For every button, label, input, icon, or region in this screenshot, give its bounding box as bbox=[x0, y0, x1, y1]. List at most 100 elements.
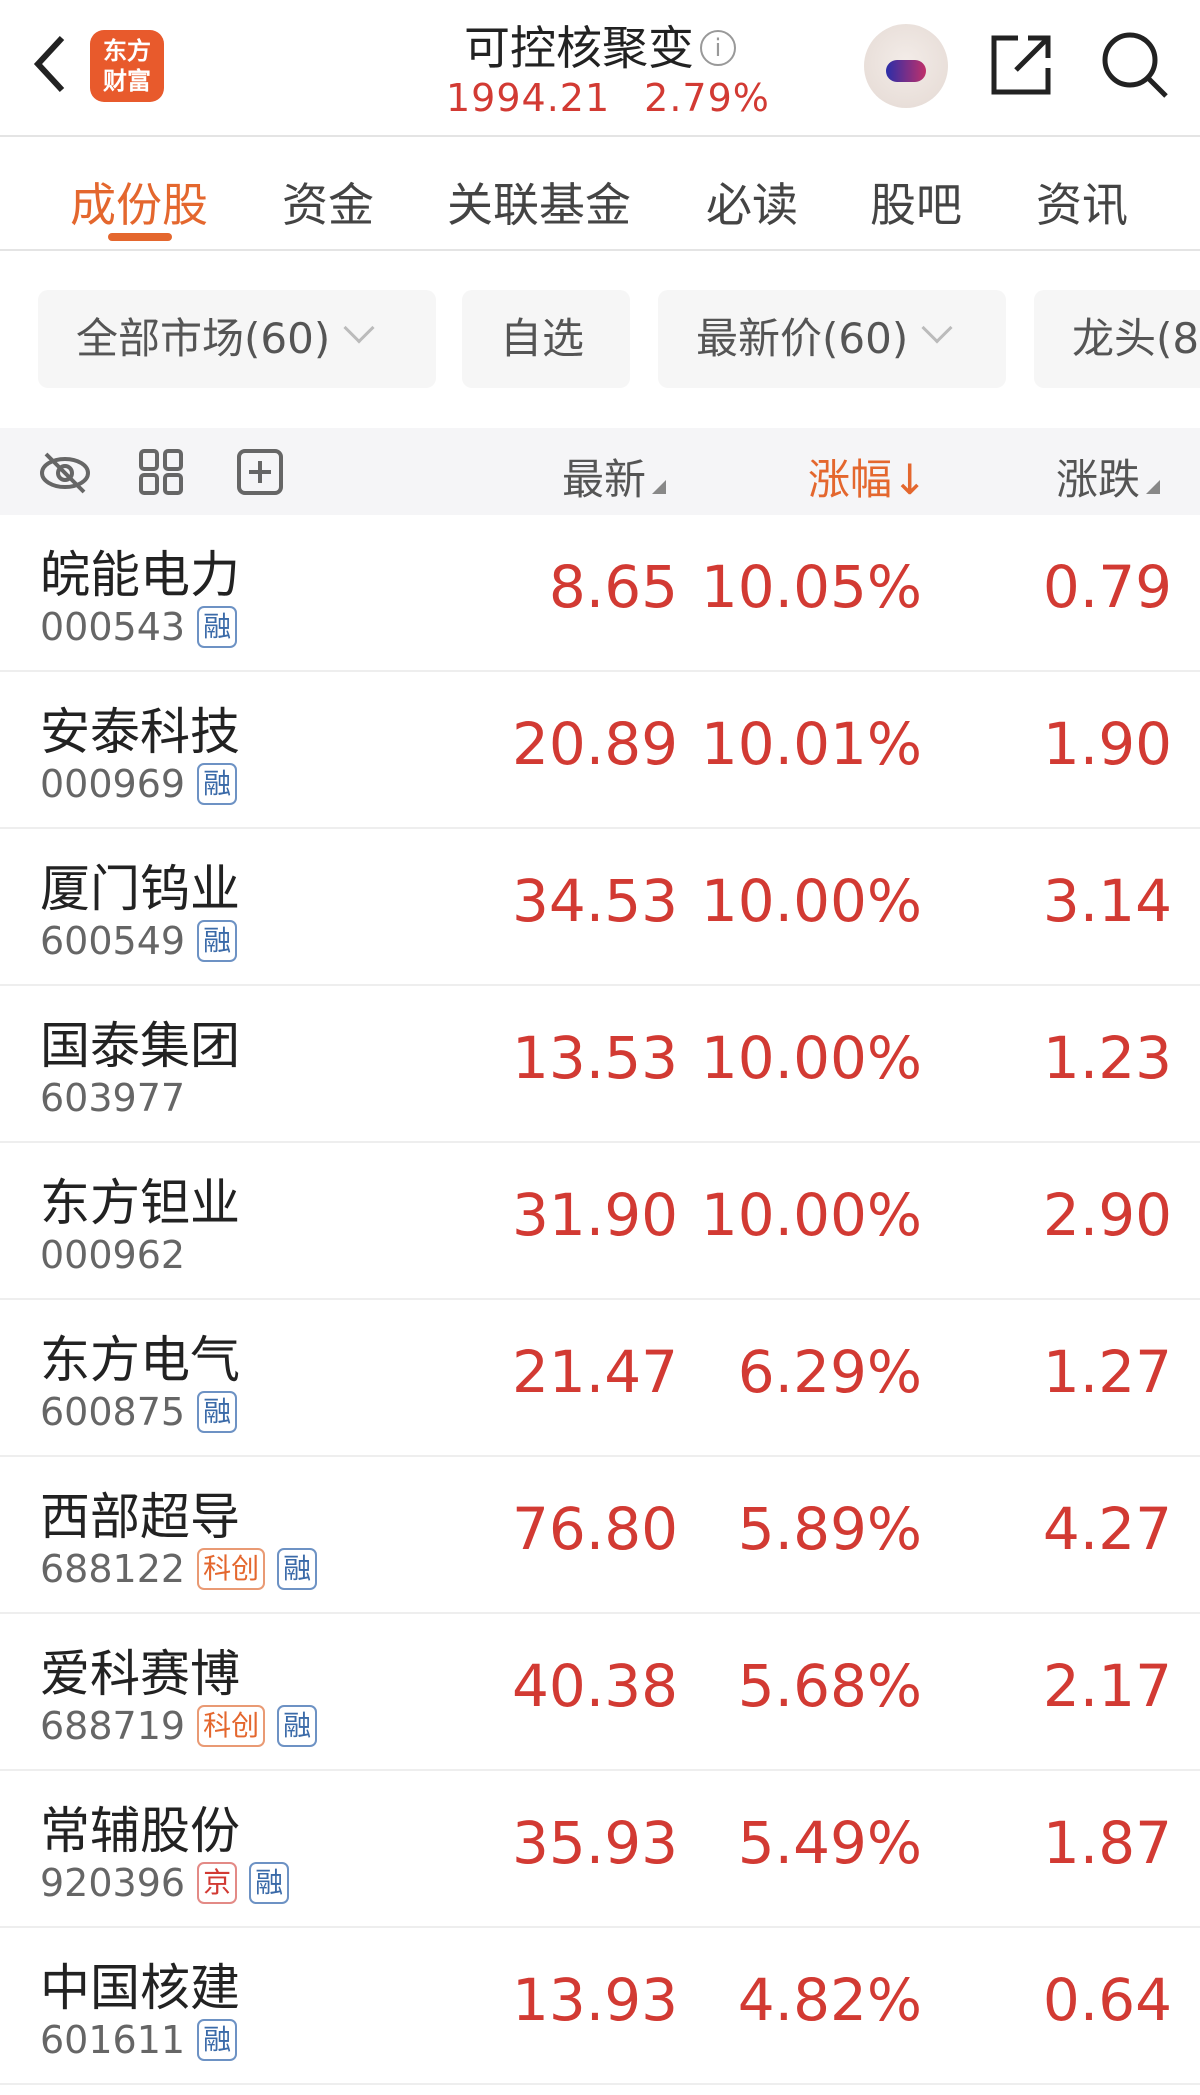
stock-tag: 融 bbox=[197, 606, 238, 648]
sort-change-header[interactable]: 涨跌 bbox=[1056, 446, 1161, 507]
active-tab-indicator bbox=[108, 233, 172, 241]
stock-change: 0.79 bbox=[1042, 553, 1172, 621]
tab-news[interactable]: 资讯 bbox=[1036, 178, 1128, 232]
stock-price: 13.53 bbox=[511, 1024, 678, 1092]
stock-change-pct: 10.00% bbox=[700, 1024, 922, 1092]
stock-price: 21.47 bbox=[511, 1338, 678, 1406]
stock-code-line: 000543 融 bbox=[40, 605, 238, 649]
chevron-down-icon bbox=[343, 312, 375, 344]
sort-latest-header[interactable]: 最新 bbox=[562, 446, 667, 507]
stock-tag: 融 bbox=[249, 1862, 290, 1904]
stock-row[interactable]: 中国核建 601611 融 13.93 4.82% 0.64 bbox=[0, 1928, 1200, 2085]
stock-code-line: 000969 融 bbox=[40, 762, 238, 806]
change-header-label: 涨跌 bbox=[1056, 455, 1141, 504]
stock-code: 600875 bbox=[40, 1390, 186, 1434]
sort-change-pct-header[interactable]: 涨幅↓ bbox=[808, 446, 927, 507]
stock-code: 000543 bbox=[40, 605, 186, 649]
logo-text-top: 东方 bbox=[103, 37, 151, 65]
stock-code-line: 600875 融 bbox=[40, 1390, 238, 1434]
index-change: 2.79% bbox=[644, 76, 770, 120]
chevron-down-icon bbox=[921, 312, 953, 344]
stock-change-pct: 10.05% bbox=[700, 553, 922, 621]
stock-name: 东方电气 bbox=[40, 1331, 240, 1389]
stock-code-line: 688122 科创融 bbox=[40, 1547, 318, 1591]
stock-tag: 京 bbox=[197, 1862, 238, 1904]
stock-code: 601611 bbox=[40, 2018, 186, 2062]
watchlist-filter[interactable]: 自选 bbox=[462, 290, 630, 388]
stock-change: 0.64 bbox=[1042, 1966, 1172, 2034]
market-filter-label: 全部市场(60) bbox=[76, 314, 331, 363]
latest-header-label: 最新 bbox=[562, 455, 647, 504]
stock-code-line: 688719 科创融 bbox=[40, 1704, 318, 1748]
stock-price: 31.90 bbox=[511, 1181, 678, 1249]
stock-row[interactable]: 西部超导 688122 科创融 76.80 5.89% 4.27 bbox=[0, 1457, 1200, 1614]
stock-change: 1.90 bbox=[1042, 710, 1172, 778]
stock-code: 688122 bbox=[40, 1547, 186, 1591]
stock-code: 000969 bbox=[40, 762, 186, 806]
stock-name: 安泰科技 bbox=[40, 703, 240, 761]
watchlist-filter-label: 自选 bbox=[500, 314, 585, 363]
stock-price: 13.93 bbox=[511, 1966, 678, 2034]
stock-row[interactable]: 厦门钨业 600549 融 34.53 10.00% 3.14 bbox=[0, 829, 1200, 986]
tab-forum[interactable]: 股吧 bbox=[870, 178, 962, 232]
stock-change-pct: 6.29% bbox=[737, 1338, 922, 1406]
tab-must-read[interactable]: 必读 bbox=[706, 178, 798, 232]
app-logo[interactable]: 东方 财富 bbox=[90, 30, 164, 102]
stock-code: 603977 bbox=[40, 1076, 186, 1120]
stock-change-pct: 10.00% bbox=[700, 1181, 922, 1249]
stock-tag: 融 bbox=[197, 1391, 238, 1433]
stock-change: 1.23 bbox=[1042, 1024, 1172, 1092]
share-icon[interactable] bbox=[990, 34, 1054, 96]
stock-name: 皖能电力 bbox=[40, 546, 240, 604]
title-text: 可控核聚变 bbox=[464, 21, 694, 75]
stock-name: 厦门钨业 bbox=[40, 860, 240, 918]
stock-row[interactable]: 东方钽业 000962 31.90 10.00% 2.90 bbox=[0, 1143, 1200, 1300]
assistant-avatar-icon[interactable] bbox=[864, 24, 948, 108]
stock-code-line: 601611 融 bbox=[40, 2018, 238, 2062]
stock-change-pct: 5.89% bbox=[737, 1495, 922, 1563]
stock-change: 4.27 bbox=[1042, 1495, 1172, 1563]
change-pct-header-label: 涨幅↓ bbox=[808, 455, 928, 504]
leader-filter[interactable]: 龙头(8 bbox=[1034, 290, 1200, 388]
stock-tag: 融 bbox=[277, 1705, 318, 1747]
grid-layout-icon[interactable] bbox=[138, 448, 184, 496]
add-column-icon[interactable] bbox=[236, 448, 284, 496]
tab-related-funds[interactable]: 关联基金 bbox=[447, 178, 631, 232]
stock-tag: 融 bbox=[197, 920, 238, 962]
top-bar: 东方 财富 可控核聚变 i 1994.21 2.79% bbox=[0, 0, 1200, 137]
stock-row[interactable]: 爱科赛博 688719 科创融 40.38 5.68% 2.17 bbox=[0, 1614, 1200, 1771]
stock-price: 35.93 bbox=[511, 1809, 678, 1877]
stock-code-line: 603977 bbox=[40, 1076, 185, 1120]
stock-name: 爱科赛博 bbox=[40, 1645, 240, 1703]
stock-change: 2.90 bbox=[1042, 1181, 1172, 1249]
info-icon[interactable]: i bbox=[700, 30, 736, 66]
stock-row[interactable]: 国泰集团 603977 13.53 10.00% 1.23 bbox=[0, 986, 1200, 1143]
stock-code: 000962 bbox=[40, 1233, 186, 1277]
stock-tag: 融 bbox=[197, 2019, 238, 2061]
stock-code: 600549 bbox=[40, 919, 186, 963]
stock-row[interactable]: 安泰科技 000969 融 20.89 10.01% 1.90 bbox=[0, 672, 1200, 829]
search-icon[interactable] bbox=[1100, 30, 1170, 100]
stock-name: 西部超导 bbox=[40, 1488, 240, 1546]
stock-name: 东方钽业 bbox=[40, 1174, 240, 1232]
stock-price: 40.38 bbox=[511, 1652, 678, 1720]
stock-tag: 融 bbox=[197, 763, 238, 805]
hide-eye-icon[interactable] bbox=[38, 450, 92, 496]
leader-filter-label: 龙头(8 bbox=[1072, 314, 1200, 363]
tab-constituents[interactable]: 成份股 bbox=[70, 178, 208, 232]
stock-name: 国泰集团 bbox=[40, 1017, 240, 1075]
stock-code-line: 600549 融 bbox=[40, 919, 238, 963]
stock-change-pct: 5.68% bbox=[737, 1652, 922, 1720]
stock-row[interactable]: 东方电气 600875 融 21.47 6.29% 1.27 bbox=[0, 1300, 1200, 1457]
logo-text-bottom: 财富 bbox=[103, 67, 151, 95]
stock-row[interactable]: 常辅股份 920396 京融 35.93 5.49% 1.87 bbox=[0, 1771, 1200, 1928]
column-header: 最新 涨幅↓ 涨跌 bbox=[0, 428, 1200, 515]
stock-code: 688719 bbox=[40, 1704, 186, 1748]
stock-price: 34.53 bbox=[511, 867, 678, 935]
market-filter-dropdown[interactable]: 全部市场(60) bbox=[38, 290, 436, 388]
back-icon[interactable] bbox=[26, 34, 76, 94]
stock-row[interactable]: 皖能电力 000543 融 8.65 10.05% 0.79 bbox=[0, 515, 1200, 672]
tab-funds-flow[interactable]: 资金 bbox=[282, 178, 374, 232]
price-filter-dropdown[interactable]: 最新价(60) bbox=[658, 290, 1006, 388]
stock-change-pct: 5.49% bbox=[737, 1809, 922, 1877]
